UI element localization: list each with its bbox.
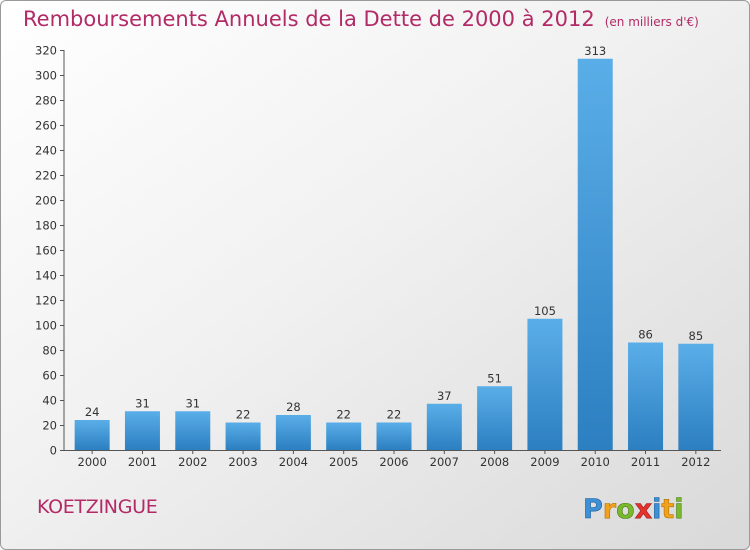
y-tick-label: 140: [35, 269, 57, 283]
bar-2003: [225, 422, 261, 450]
bar-2001: [124, 411, 160, 450]
data-label: 31: [185, 396, 200, 410]
y-tick-label: 60: [42, 369, 57, 383]
bar-2000: [74, 420, 110, 450]
x-tick-label: 2000: [78, 455, 107, 469]
bar-2010: [577, 58, 613, 450]
y-tick-label: 100: [35, 319, 57, 333]
x-tick-label: 2009: [530, 455, 559, 469]
data-label: 313: [584, 44, 606, 58]
bar-2012: [678, 343, 714, 450]
data-label: 86: [638, 328, 653, 342]
x-tick-label: 2001: [128, 455, 157, 469]
y-tick-label: 180: [35, 219, 57, 233]
y-tick-label: 40: [42, 394, 57, 408]
data-label: 85: [689, 329, 704, 343]
data-label: 105: [534, 304, 556, 318]
y-tick-label: 300: [35, 69, 57, 83]
bar-2004: [275, 415, 311, 450]
chart-title: Remboursements Annuels de la Dette de 20…: [23, 7, 699, 31]
y-tick-label: 260: [35, 119, 57, 133]
x-tick-label: 2008: [480, 455, 509, 469]
chart-title-text: Remboursements Annuels de la Dette de 20…: [23, 7, 595, 31]
y-tick-label: 0: [50, 444, 57, 458]
bars: [74, 58, 714, 450]
x-tick-label: 2004: [279, 455, 308, 469]
data-label: 37: [437, 389, 452, 403]
data-label: 22: [236, 408, 251, 422]
y-tick-label: 220: [35, 169, 57, 183]
data-label: 22: [387, 408, 402, 422]
chart-unit: (en milliers d'€): [604, 15, 699, 29]
x-axis: 2000 2001 2002 2003 2004 2005 2006 2007 2008 2009…: [64, 450, 721, 469]
bar-2009: [527, 318, 563, 450]
bar-2008: [477, 386, 513, 450]
bar-2006: [376, 422, 412, 450]
commune-name: KOETZINGUE: [37, 496, 158, 518]
x-tick-label: 2002: [178, 455, 207, 469]
svg-text:Proxiti: Proxiti: [583, 494, 684, 525]
y-tick-label: 240: [35, 144, 57, 158]
x-tick-label: 2006: [379, 455, 408, 469]
bar-2005: [326, 422, 362, 450]
y-tick-label: 80: [42, 344, 57, 358]
bar-2007: [426, 403, 462, 450]
y-tick-label: 20: [42, 419, 57, 433]
y-tick-label: 280: [35, 94, 57, 108]
y-axis: 0 20 40 60 80 100 120 140 160 180 200 220 240 260 280 3…: [35, 44, 65, 458]
y-tick-label: 200: [35, 194, 57, 208]
data-label: 31: [135, 396, 150, 410]
x-tick-label: 2003: [228, 455, 257, 469]
x-tick-label: 2011: [631, 455, 660, 469]
data-label: 51: [487, 371, 502, 385]
data-label: 22: [336, 408, 351, 422]
x-tick-label: 2012: [681, 455, 710, 469]
data-labels: 24 31 31 22 28 22 22 37 51 105 313 86 85: [85, 44, 703, 422]
y-tick-label: 120: [35, 294, 57, 308]
bar-2011: [628, 342, 664, 450]
data-label: 28: [286, 400, 301, 414]
x-tick-label: 2010: [581, 455, 610, 469]
proxiti-logo: Proxiti: [583, 494, 684, 526]
x-tick-label: 2005: [329, 455, 358, 469]
y-tick-label: 160: [35, 244, 57, 258]
data-label: 24: [85, 405, 100, 419]
bar-2002: [175, 411, 211, 450]
y-tick-label: 320: [35, 44, 57, 58]
x-tick-label: 2007: [430, 455, 459, 469]
